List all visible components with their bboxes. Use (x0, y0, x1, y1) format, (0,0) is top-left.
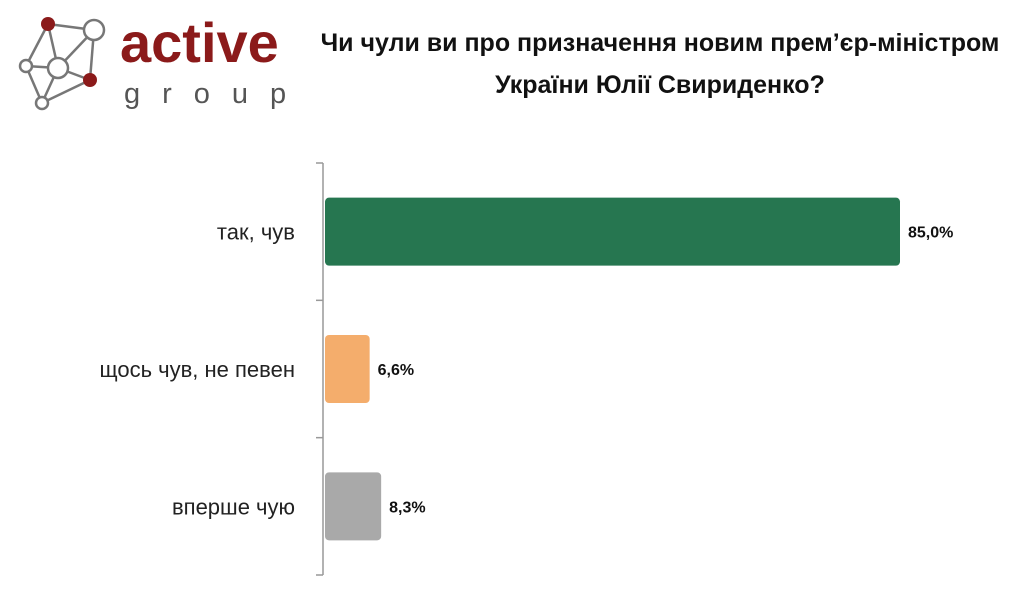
value-label: 6,6% (378, 362, 414, 379)
logo-brand: active (120, 11, 279, 74)
bar (325, 197, 900, 266)
network-icon (18, 17, 106, 111)
y-axis (316, 162, 324, 576)
category-label: так, чув (217, 220, 295, 245)
bar (325, 472, 382, 541)
category-label: вперше чую (172, 494, 295, 519)
logo-tagline: group (124, 78, 300, 110)
value-label: 8,3% (389, 499, 425, 516)
value-label: 85,0% (908, 225, 953, 242)
bars (325, 197, 900, 541)
chart-title: Чи чули ви про призначення новим прем’єр… (320, 29, 1000, 99)
labels: так, чув 85,0% щось чув, не певен 6,6% вперш… (99, 220, 953, 520)
active-group-logo: active group (18, 11, 300, 111)
category-label: щось чув, не певен (99, 357, 295, 382)
bar (325, 335, 370, 403)
